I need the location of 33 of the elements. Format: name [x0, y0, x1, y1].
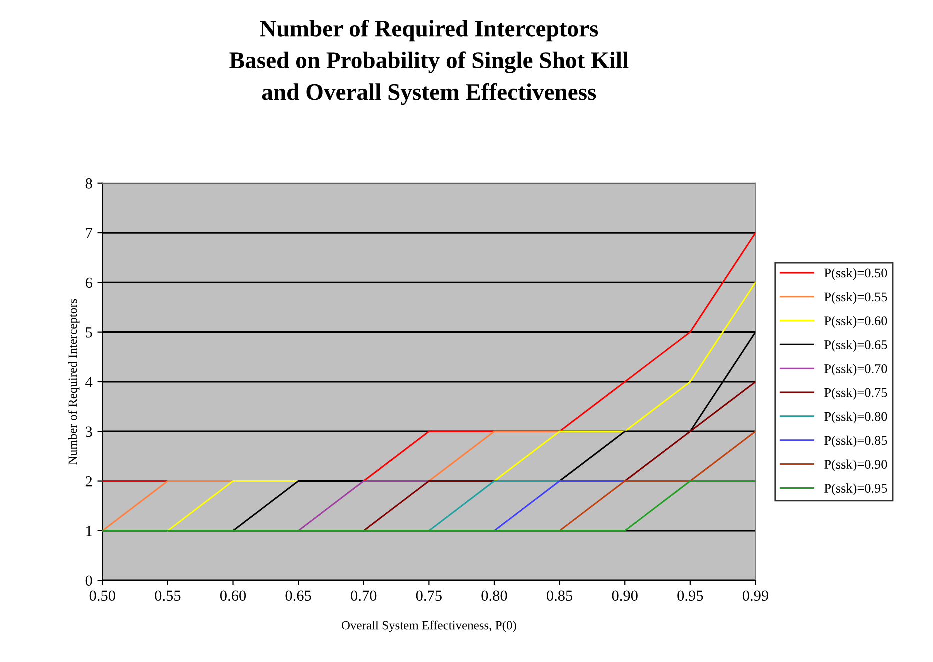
y-axis-title: Number of Required Interceptors [68, 299, 80, 465]
legend-label: P(ssk)=0.65 [824, 340, 888, 352]
x-tick-label: 0.70 [351, 590, 377, 602]
y-tick-label: 0 [86, 576, 92, 586]
legend-label: P(ssk)=0.80 [824, 412, 888, 424]
y-tick-label: 5 [86, 328, 92, 338]
x-tick-label: 0.95 [678, 590, 704, 602]
y-tick-label: 3 [86, 426, 92, 438]
x-tick-label: 0.50 [90, 590, 116, 602]
y-tick-label: 2 [86, 476, 92, 487]
x-tick-label: 0.99 [742, 590, 768, 602]
legend-label: P(ssk)=0.90 [824, 460, 888, 472]
legend-label: P(ssk)=0.60 [824, 316, 888, 328]
x-tick-label: 0.75 [416, 590, 442, 602]
y-tick-label: 6 [86, 278, 92, 288]
x-axis-title: Overall System Effectiveness, P(0) [342, 620, 516, 632]
legend-label: P(ssk)=0.75 [824, 388, 888, 400]
x-tick-label: 0.85 [547, 590, 573, 602]
legend-label: P(ssk)=0.70 [824, 364, 888, 376]
y-tick-label: 4 [86, 377, 93, 388]
legend-label: P(ssk)=0.95 [824, 484, 888, 496]
x-tick-label: 0.55 [155, 590, 181, 602]
y-tick-label: 8 [86, 178, 92, 189]
x-tick-label: 0.65 [286, 590, 312, 602]
x-tick-label: 0.60 [220, 590, 246, 602]
x-tick-label: 0.90 [612, 590, 638, 602]
chart-title: Number of Required Interceptors Based on Probability of Single Shot Kill and Overall System Effectiveness [230, 20, 629, 106]
x-tick-label: 0.80 [482, 590, 508, 602]
legend-label: P(ssk)=0.85 [824, 436, 888, 448]
legend-label: P(ssk)=0.55 [824, 292, 888, 304]
y-tick-label: 7 [86, 228, 92, 238]
y-tick-label: 1 [86, 526, 92, 536]
legend-label: P(ssk)=0.50 [824, 268, 888, 280]
